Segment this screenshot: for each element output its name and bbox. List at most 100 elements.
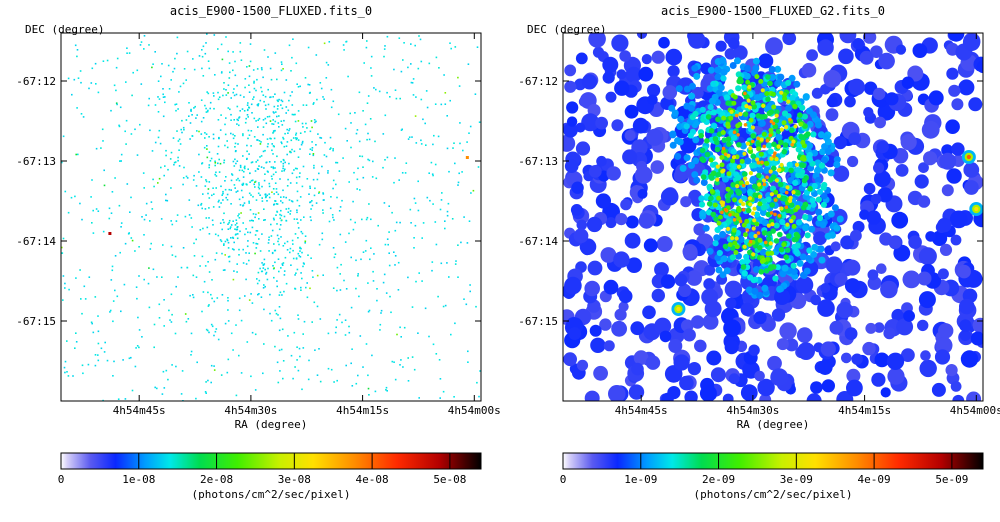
photon-event (223, 244, 225, 246)
smoothed-clump (628, 384, 645, 400)
photon-event (247, 168, 249, 170)
smoothed-clump (771, 104, 777, 110)
photon-event (372, 160, 374, 163)
photon-event (136, 297, 138, 300)
smoothed-clump (765, 37, 783, 56)
smoothed-clump (712, 240, 719, 247)
photon-event (276, 285, 278, 288)
photon-event (174, 161, 177, 163)
smoothed-clump (788, 74, 796, 82)
photon-event (260, 296, 263, 298)
smoothed-clump (918, 162, 929, 174)
photon-event (250, 103, 253, 106)
photon-event (134, 128, 136, 131)
photon-event (248, 134, 251, 136)
photon-event (79, 202, 81, 205)
smoothed-clump (706, 183, 713, 190)
photon-event (236, 233, 239, 235)
smoothed-clump (568, 327, 582, 340)
photon-event (282, 189, 284, 192)
photon-event (339, 206, 342, 208)
photon-event (382, 166, 384, 169)
photon-event (227, 228, 230, 230)
photon-event (403, 326, 406, 329)
smoothed-clump (726, 226, 731, 231)
photon-event (425, 144, 427, 146)
photon-event (256, 282, 259, 285)
photon-event (413, 247, 415, 249)
smoothed-clump (723, 152, 728, 157)
smoothed-clump (789, 218, 794, 224)
photon-event (315, 54, 318, 56)
photon-event (268, 193, 270, 195)
photon-event (286, 153, 288, 156)
smoothed-clump (712, 202, 718, 208)
photon-event (402, 366, 404, 368)
smoothed-clump (770, 368, 789, 386)
smoothed-clump (602, 56, 619, 73)
smoothed-clump (740, 384, 758, 401)
photon-event (261, 233, 263, 235)
smoothed-clump (839, 33, 857, 44)
photon-event (282, 360, 285, 362)
photon-event (81, 364, 84, 367)
smoothed-clump (757, 378, 775, 397)
photon-event (336, 319, 338, 321)
photon-event (349, 218, 352, 221)
photon-event (94, 62, 97, 65)
photon-event (276, 234, 279, 237)
photon-event (298, 347, 301, 350)
photon-event (428, 172, 430, 174)
smoothed-clump (811, 87, 823, 99)
photon-event (446, 210, 449, 213)
smoothed-clump (782, 33, 797, 46)
smoothed-clump (795, 276, 814, 294)
panel-1-ylabel: DEC (degree) (25, 23, 104, 36)
photon-event (367, 158, 369, 161)
smoothed-clump (671, 109, 679, 117)
photon-event (396, 333, 398, 336)
smoothed-clump (704, 138, 710, 144)
photon-event (75, 332, 77, 334)
smoothed-clump (735, 85, 742, 92)
smoothed-clump (715, 40, 727, 52)
photon-event (388, 264, 391, 267)
photon-event (413, 368, 416, 371)
photon-event (218, 199, 220, 202)
photon-event (230, 97, 232, 99)
smoothed-clump (575, 52, 588, 65)
photon-event (182, 126, 185, 129)
photon-event (126, 183, 129, 185)
photon-event (143, 187, 145, 189)
smoothed-clump (804, 232, 811, 239)
photon-event (288, 162, 290, 165)
photon-event (204, 104, 206, 107)
photon-event (378, 90, 381, 93)
smoothed-clump (960, 350, 979, 368)
photon-event (281, 264, 284, 266)
smoothed-clump (714, 73, 722, 81)
photon-event (279, 291, 282, 294)
photon-event (444, 103, 447, 105)
photon-event (420, 139, 422, 142)
smoothed-clump (593, 365, 608, 381)
smoothed-clump (723, 319, 741, 337)
smoothed-clump (756, 172, 762, 179)
photon-event (77, 77, 80, 79)
smoothed-clump (945, 364, 958, 377)
smoothed-clump (810, 111, 817, 119)
photon-event (230, 113, 232, 116)
smoothed-clump (596, 155, 607, 167)
smoothed-clump (859, 209, 870, 220)
smoothed-clump (692, 157, 700, 165)
smoothed-clump (708, 175, 715, 181)
photon-event (203, 280, 206, 283)
photon-event (76, 107, 78, 109)
smoothed-clump (811, 182, 818, 190)
photon-event (357, 275, 359, 277)
smoothed-clump (752, 57, 760, 65)
photon-event (315, 202, 318, 204)
photon-event (280, 209, 282, 212)
photon-event (205, 217, 208, 219)
photon-event (152, 268, 155, 271)
